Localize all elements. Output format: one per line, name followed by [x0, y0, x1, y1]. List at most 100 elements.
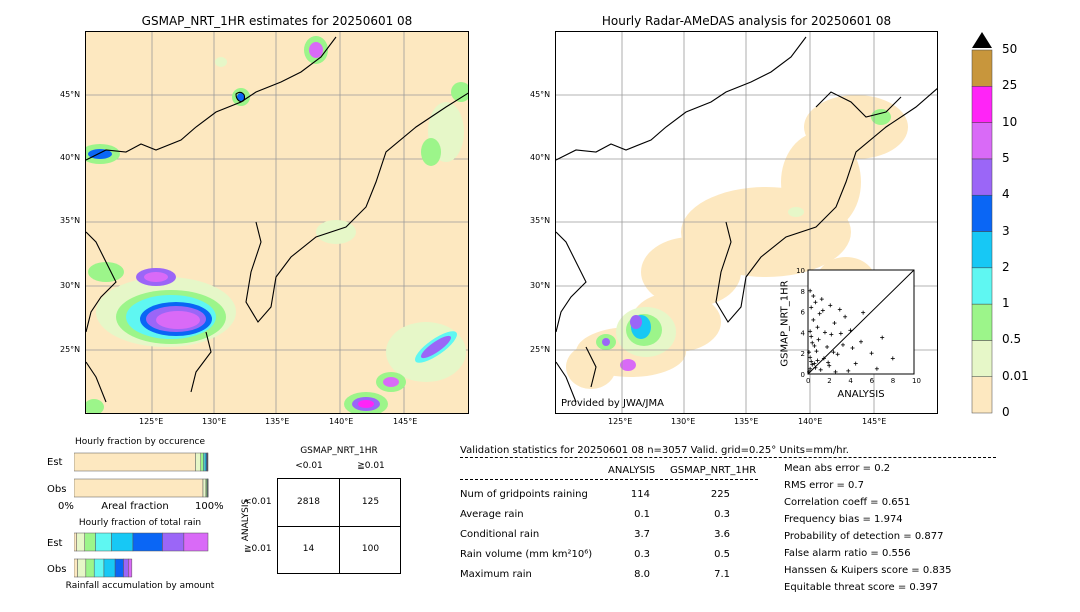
scatter-point [837, 307, 842, 312]
scatter-point [812, 361, 817, 366]
right-rain-patches [596, 109, 891, 371]
score-hk: Hanssen & Kuipers score = 0.835 [784, 565, 952, 576]
scatter-point [869, 351, 874, 356]
validation-row-analysis: 0.1 [634, 509, 650, 520]
validation-col-gsmap: GSMAP_NRT_1HR [670, 465, 757, 476]
colorbar-over-arrow [972, 32, 992, 48]
colorbar-tick-label: 0.01 [1002, 368, 1029, 383]
colorbar-segment [971, 194, 993, 232]
stacked-bar-segment [132, 532, 163, 552]
scatter-x-tick: 6 [870, 377, 875, 385]
validation-subdivider [460, 479, 758, 480]
scatter-point [853, 361, 858, 366]
scatter-point [819, 297, 824, 302]
contingency-table: 2818 125 14 100 [277, 478, 401, 574]
left-map-canvas [86, 32, 468, 413]
scatter-point [810, 340, 815, 345]
right-lat-label: 40°N [530, 153, 551, 162]
stacked-bar-segment [74, 532, 77, 552]
stacked-bar-segment [183, 532, 209, 552]
scatter-x-tick: 0 [806, 377, 810, 385]
colorbar-segment [971, 340, 993, 377]
scatter-plot: 0 2 4 6 8 10 0 2 4 6 8 10 [796, 267, 921, 385]
right-lat-label: 30°N [530, 281, 551, 290]
colorbar-tick-label: 4 [1002, 187, 1010, 202]
scatter-x-tick: 10 [912, 377, 921, 385]
data-credit: Provided by JWA/JMA [561, 398, 664, 409]
scatter-point [813, 365, 818, 370]
right-lat-label: 45°N [530, 90, 551, 99]
scatter-point [812, 343, 817, 348]
left-map [85, 31, 469, 414]
validation-row-label: Maximum rain [460, 569, 532, 580]
colorbar-tick-label: 0 [1002, 405, 1010, 419]
contingency-cell: 14 [302, 544, 315, 554]
validation-row-label: Average rain [460, 509, 524, 520]
contingency-cell: 100 [361, 544, 380, 554]
left-rain-patches [86, 36, 468, 413]
left-lat-label: 25°N [60, 345, 81, 354]
scatter-point [808, 366, 813, 371]
colorbar-segment [971, 122, 993, 160]
scatter-point [890, 356, 895, 361]
scatter-point [820, 308, 825, 313]
colorbar-tick-label: 3 [1002, 223, 1010, 238]
rainfrac-obs-label: Obs [47, 564, 67, 575]
validation-row-analysis: 114 [630, 489, 650, 500]
scatter-point [808, 288, 813, 293]
validation-row-gsmap: 7.1 [714, 569, 730, 580]
colorbar-tick-label: 0.5 [1002, 332, 1022, 347]
colorbar-tick-label: 1 [1002, 296, 1010, 311]
stacked-bar-segment [162, 532, 185, 552]
right-lon-label: 130°E [671, 417, 696, 426]
stacked-bar-segment [200, 452, 204, 472]
scatter-point [811, 294, 816, 298]
colorbar-tick-label: 10 [1002, 114, 1018, 129]
stacked-bar-segment [74, 478, 204, 498]
right-lon-label: 140°E [798, 417, 823, 426]
occurrence-bars [74, 452, 209, 498]
validation-row-analysis: 0.3 [634, 549, 650, 560]
scatter-xlabel: ANALYSIS [837, 389, 885, 400]
scatter-point [828, 303, 833, 308]
stacked-bar-segment [93, 558, 105, 578]
stacked-bar-segment [74, 558, 78, 578]
colorbar-tick-label: 5 [1002, 150, 1010, 165]
scatter-point [825, 344, 830, 349]
colorbar-tick-label: 25 [1002, 78, 1018, 93]
stacked-bar-segment [95, 532, 112, 552]
left-lat-label: 45°N [60, 90, 81, 99]
scatter-y-tick: 2 [801, 350, 805, 358]
scatter-point [832, 321, 837, 326]
stacked-bar-segment [111, 532, 134, 552]
validation-divider [460, 457, 996, 458]
scatter-y-tick: 0 [801, 371, 805, 379]
right-lon-label: 135°E [734, 417, 759, 426]
left-lon-label: 140°E [329, 417, 354, 426]
occurrence-x-min: 0% [58, 501, 74, 512]
colorbar-segment [971, 267, 993, 305]
contingency-cell: 125 [361, 497, 380, 507]
occurrence-obs-label: Obs [47, 484, 67, 495]
colorbar-segment [971, 49, 993, 87]
colorbar-segment [971, 158, 993, 196]
colorbar [971, 32, 993, 414]
score-bias: Frequency bias = 1.974 [784, 514, 903, 525]
left-lat-label: 35°N [60, 216, 81, 225]
stacked-bar-segment [103, 558, 116, 578]
scatter-point [840, 342, 845, 347]
stacked-bar-segment [74, 452, 196, 472]
stacked-bar-segment [77, 558, 87, 578]
validation-row-analysis: 8.0 [634, 569, 650, 580]
scatter-point [833, 369, 838, 374]
left-lat-label: 30°N [60, 281, 81, 290]
scatter-y-tick: 8 [801, 288, 805, 296]
stacked-bar-segment [195, 452, 202, 472]
score-ets: Equitable threat score = 0.397 [784, 582, 939, 593]
scatter-point [874, 366, 879, 371]
right-map-canvas [556, 32, 937, 413]
scatter-point [817, 311, 822, 316]
score-corr: Correlation coeff = 0.651 [784, 497, 911, 508]
score-far: False alarm ratio = 0.556 [784, 548, 911, 559]
validation-header: Validation statistics for 20250601 08 n=… [460, 445, 849, 456]
